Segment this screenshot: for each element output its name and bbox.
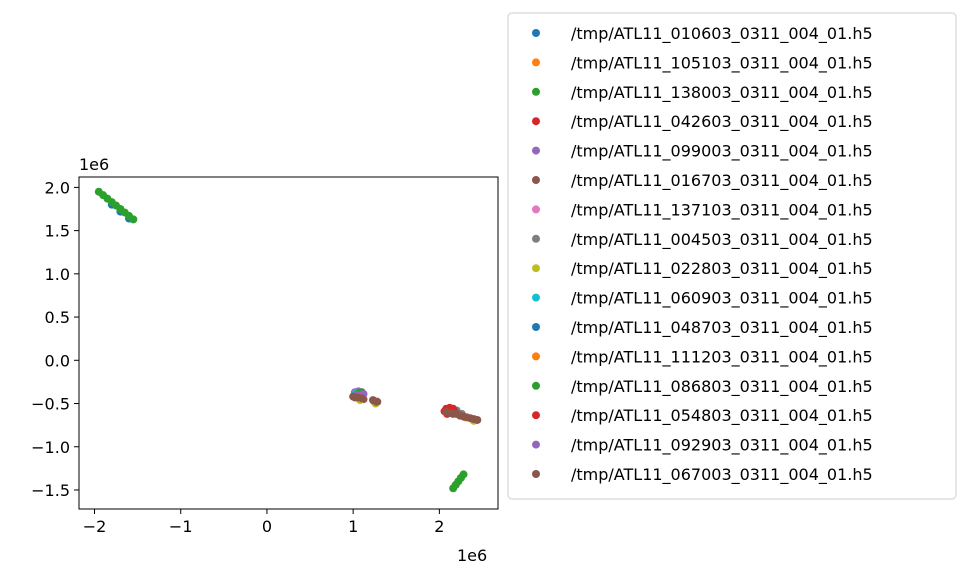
legend-marker-2 xyxy=(532,87,540,96)
data-point-s12-p4 xyxy=(459,470,468,479)
data-point-s2-p8 xyxy=(129,215,138,224)
x-axis: −2 −1 0 1 2 xyxy=(83,509,444,536)
legend-label-5: /tmp/ATL11_016703_0311_004_01.h5 xyxy=(571,171,873,191)
y-tick-label-7: 2.0 xyxy=(45,178,70,197)
y-tick-label-6: 1.5 xyxy=(45,222,70,241)
x-tick-label-3: 1 xyxy=(348,517,358,536)
legend-items: /tmp/ATL11_010603_0311_004_01.h5/tmp/ATL… xyxy=(532,24,873,485)
legend-label-13: /tmp/ATL11_054803_0311_004_01.h5 xyxy=(571,406,873,426)
legend-label-3: /tmp/ATL11_042603_0311_004_01.h5 xyxy=(571,112,873,132)
legend: /tmp/ATL11_010603_0311_004_01.h5/tmp/ATL… xyxy=(507,12,957,500)
data-point-s15-p2 xyxy=(357,394,366,403)
legend-marker-1 xyxy=(532,58,540,67)
legend-marker-5 xyxy=(532,176,540,184)
legend-marker-7 xyxy=(532,234,540,243)
legend-marker-3 xyxy=(532,117,540,126)
legend-label-4: /tmp/ATL11_099003_0311_004_01.h5 xyxy=(571,142,873,162)
legend-marker-8 xyxy=(532,264,540,273)
legend-marker-10 xyxy=(532,323,540,331)
x-tick-label-4: 2 xyxy=(434,517,444,536)
axes-frame xyxy=(78,176,499,510)
x-tick-label-0: −2 xyxy=(83,517,107,536)
y-tick-label-1: −1.0 xyxy=(31,438,70,457)
legend-label-10: /tmp/ATL11_048703_0311_004_01.h5 xyxy=(571,318,873,338)
legend-label-15: /tmp/ATL11_067003_0311_004_01.h5 xyxy=(571,465,873,485)
legend-label-11: /tmp/ATL11_111203_0311_004_01.h5 xyxy=(571,347,873,367)
y-tick-label-3: 0.0 xyxy=(45,351,70,370)
y-offset-label: 1e6 xyxy=(79,155,109,174)
legend-frame xyxy=(507,12,957,500)
legend-marker-12 xyxy=(532,381,540,390)
y-tick-label-2: −0.5 xyxy=(31,395,70,414)
legend-marker-9 xyxy=(532,293,540,302)
legend-label-0: /tmp/ATL11_010603_0311_004_01.h5 xyxy=(571,24,873,44)
legend-marker-13 xyxy=(532,411,540,420)
x-tick-label-2: 0 xyxy=(262,517,272,536)
legend-label-1: /tmp/ATL11_105103_0311_004_01.h5 xyxy=(571,53,873,73)
legend-label-2: /tmp/ATL11_138003_0311_004_01.h5 xyxy=(571,83,873,103)
legend-marker-4 xyxy=(532,146,540,155)
x-tick-label-1: −1 xyxy=(169,517,193,536)
data-point-s15-p4 xyxy=(372,397,381,406)
y-tick-label-5: 1.0 xyxy=(45,265,70,284)
y-axis: −1.5 −1.0 −0.5 0.0 0.5 1.0 1.5 2.0 xyxy=(31,178,79,500)
legend-label-8: /tmp/ATL11_022803_0311_004_01.h5 xyxy=(571,259,873,279)
data-point-s15-p14 xyxy=(473,415,482,424)
legend-label-14: /tmp/ATL11_092903_0311_004_01.h5 xyxy=(571,436,873,456)
y-tick-label-4: 0.5 xyxy=(45,308,70,327)
legend-marker-15 xyxy=(532,470,540,478)
legend-label-12: /tmp/ATL11_086803_0311_004_01.h5 xyxy=(571,377,873,397)
legend-marker-11 xyxy=(532,352,540,361)
y-tick-label-0: −1.5 xyxy=(31,481,70,500)
legend-marker-14 xyxy=(532,440,540,449)
x-offset-label: 1e6 xyxy=(457,546,487,565)
legend-label-7: /tmp/ATL11_004503_0311_004_01.h5 xyxy=(571,230,873,250)
legend-marker-6 xyxy=(532,205,540,214)
legend-marker-0 xyxy=(532,29,540,37)
points-layer xyxy=(94,187,482,493)
legend-label-6: /tmp/ATL11_137103_0311_004_01.h5 xyxy=(571,200,873,220)
legend-label-9: /tmp/ATL11_060903_0311_004_01.h5 xyxy=(571,289,873,309)
